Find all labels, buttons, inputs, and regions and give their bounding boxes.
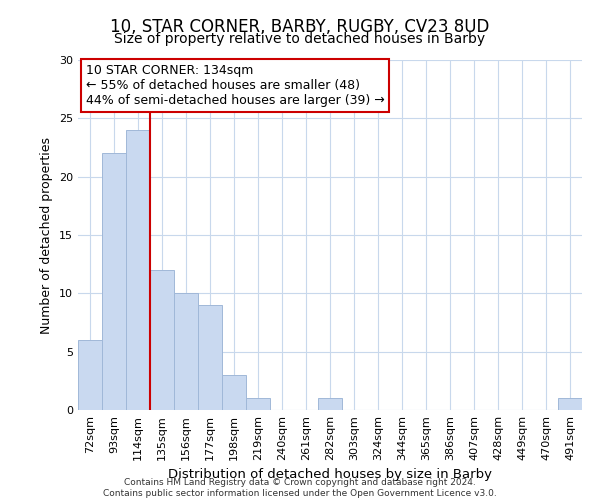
Text: Size of property relative to detached houses in Barby: Size of property relative to detached ho… xyxy=(115,32,485,46)
X-axis label: Distribution of detached houses by size in Barby: Distribution of detached houses by size … xyxy=(168,468,492,481)
Bar xyxy=(222,375,246,410)
Bar xyxy=(246,398,270,410)
Text: Contains HM Land Registry data © Crown copyright and database right 2024.
Contai: Contains HM Land Registry data © Crown c… xyxy=(103,478,497,498)
Bar xyxy=(558,398,582,410)
Text: 10 STAR CORNER: 134sqm
← 55% of detached houses are smaller (48)
44% of semi-det: 10 STAR CORNER: 134sqm ← 55% of detached… xyxy=(86,64,385,106)
Text: 10, STAR CORNER, BARBY, RUGBY, CV23 8UD: 10, STAR CORNER, BARBY, RUGBY, CV23 8UD xyxy=(110,18,490,36)
Y-axis label: Number of detached properties: Number of detached properties xyxy=(40,136,53,334)
Bar xyxy=(78,340,102,410)
Bar xyxy=(198,305,222,410)
Bar xyxy=(318,398,342,410)
Bar xyxy=(102,154,126,410)
Bar xyxy=(126,130,150,410)
Bar xyxy=(150,270,174,410)
Bar xyxy=(174,294,198,410)
